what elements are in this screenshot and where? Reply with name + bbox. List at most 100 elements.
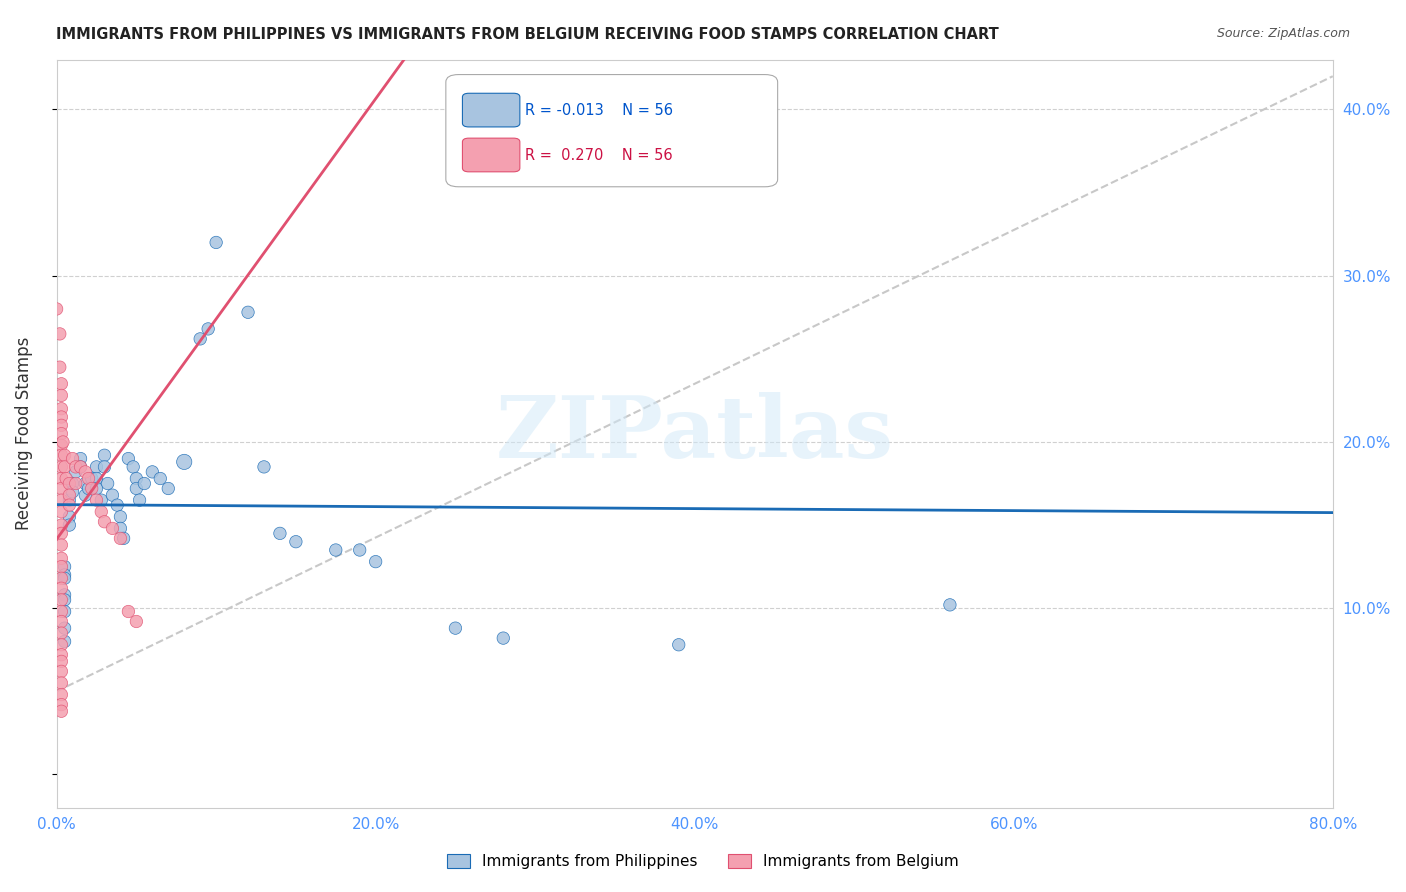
Point (492, 631, 515, 645)
Point (53, 593, 76, 607)
Point (53, 571, 76, 585)
Point (51, 698, 73, 712)
Point (668, 638, 690, 652)
Point (117, 605, 139, 619)
Point (51, 551, 73, 566)
Point (53, 568, 76, 582)
Point (110, 509, 132, 524)
Point (51, 704, 73, 718)
Point (77, 471, 100, 485)
Point (51, 426, 73, 441)
Point (80, 471, 103, 485)
Point (49, 360, 72, 375)
Point (62, 476, 84, 491)
Point (51, 581, 73, 595)
Point (51, 526, 73, 541)
Point (284, 534, 307, 549)
Point (325, 543, 347, 558)
Point (101, 521, 124, 535)
Point (53, 559, 76, 574)
Point (51, 559, 73, 574)
Point (93, 515, 115, 529)
Point (51, 571, 73, 585)
Point (51, 401, 73, 416)
FancyBboxPatch shape (446, 75, 778, 186)
Point (51, 418, 73, 433)
Point (51, 638, 73, 652)
Point (51, 376, 73, 391)
Point (51, 410, 73, 425)
Point (269, 526, 291, 541)
Point (51, 665, 73, 679)
Point (80, 482, 103, 496)
Text: ZIPatlas: ZIPatlas (496, 392, 894, 475)
Point (117, 451, 139, 466)
Point (51, 471, 73, 485)
Point (69, 459, 91, 474)
Point (58, 518, 80, 533)
Point (53, 588, 76, 602)
Point (75, 488, 97, 502)
Point (188, 332, 211, 346)
Point (65, 459, 87, 474)
Point (51, 518, 73, 533)
Point (364, 555, 387, 569)
Point (51, 648, 73, 662)
Point (101, 488, 124, 502)
Point (69, 451, 91, 466)
Point (58, 509, 80, 524)
Point (197, 322, 219, 336)
Y-axis label: Receiving Food Stamps: Receiving Food Stamps (15, 337, 32, 531)
Point (51, 615, 73, 629)
Point (55, 471, 77, 485)
Point (45, 301, 67, 316)
Point (49, 326, 72, 341)
Point (97, 476, 120, 491)
Point (51, 593, 73, 607)
Point (93, 448, 115, 462)
Point (51, 448, 73, 462)
Point (110, 521, 132, 535)
Point (205, 235, 228, 250)
Point (75, 476, 97, 491)
Point (125, 482, 148, 496)
Point (173, 455, 195, 469)
Text: R =  0.270    N = 56: R = 0.270 N = 56 (524, 148, 672, 163)
Point (51, 505, 73, 519)
Point (51, 493, 73, 508)
Point (51, 388, 73, 402)
Point (112, 532, 135, 546)
Point (253, 459, 276, 474)
Point (51, 538, 73, 552)
Text: Source: ZipAtlas.com: Source: ZipAtlas.com (1216, 27, 1350, 40)
Point (125, 615, 148, 629)
Point (939, 598, 962, 612)
Point (53, 634, 76, 648)
Point (86, 482, 108, 496)
Point (58, 488, 80, 502)
Point (53, 448, 76, 462)
Point (90, 505, 112, 519)
Point (122, 459, 145, 474)
Point (51, 688, 73, 702)
Point (53, 621, 76, 635)
Point (53, 605, 76, 619)
Point (90, 493, 112, 508)
Point (62, 451, 84, 466)
Point (77, 482, 100, 496)
Point (65, 465, 87, 479)
Point (65, 476, 87, 491)
Point (86, 459, 108, 474)
Point (75, 465, 97, 479)
Point (110, 532, 132, 546)
Point (86, 493, 108, 508)
Text: R = -0.013    N = 56: R = -0.013 N = 56 (524, 103, 673, 118)
Point (51, 605, 73, 619)
Point (157, 482, 180, 496)
Point (58, 493, 80, 508)
Point (51, 676, 73, 690)
FancyBboxPatch shape (463, 94, 520, 127)
Point (444, 621, 467, 635)
Point (134, 476, 156, 491)
Point (58, 476, 80, 491)
